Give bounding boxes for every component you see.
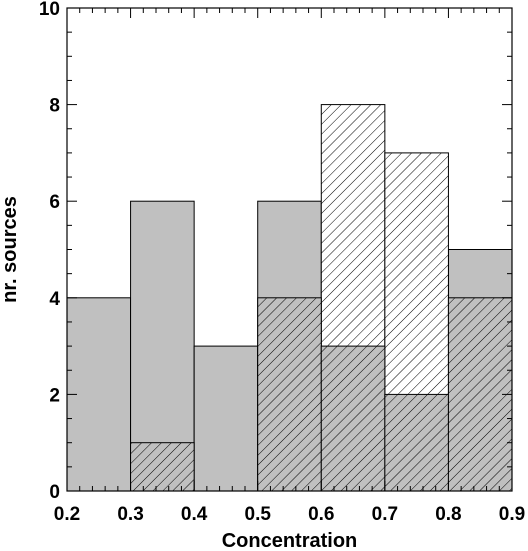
bar-hatched-3-bin-7 [447,297,513,492]
x-axis-title: Concentration [222,530,358,551]
x-tick-label: 0.7 [372,504,398,525]
bar-solid-1-bin-1 [66,297,132,492]
y-tick-label: 2 [49,385,60,406]
y-axis-title: nr. sources [0,196,21,303]
bar-hatched-3-bin-6 [384,393,449,492]
bar-hatched-3-bin-5 [320,345,386,492]
bar-group-3-4 [257,297,322,492]
bar-solid-1-bin-3 [193,345,259,492]
y-tick-label: 6 [49,192,60,213]
y-tick-label: 8 [49,96,60,117]
x-tick-label: 0.2 [54,504,80,525]
bar-hatched-3-bin-2 [130,442,195,492]
x-tick-label: 0.5 [245,504,272,525]
bar-group-3-6 [384,393,449,492]
bar-hatched-3-bin-4 [257,297,322,492]
y-tick-label: 0 [49,482,60,503]
histogram-bars [66,104,513,492]
x-tick-label: 0.8 [435,504,461,525]
bar-group-3-5 [320,345,386,492]
x-tick-label: 0.4 [181,504,208,525]
axes [66,7,513,492]
y-tick-label: 10 [39,0,60,20]
x-tick-label: 0.6 [308,504,334,525]
bar-group-3-7 [447,297,513,492]
x-tick-label: 0.3 [117,504,143,525]
y-tick-labels: 0 2 4 6 8 10 [39,0,61,503]
bar-group-3-2 [130,442,195,492]
x-tick-label: 0.9 [499,504,525,525]
x-tick-labels: 0.2 0.3 0.4 0.5 0.6 0.7 0.8 0.9 [54,504,525,525]
y-tick-label: 4 [49,289,60,310]
